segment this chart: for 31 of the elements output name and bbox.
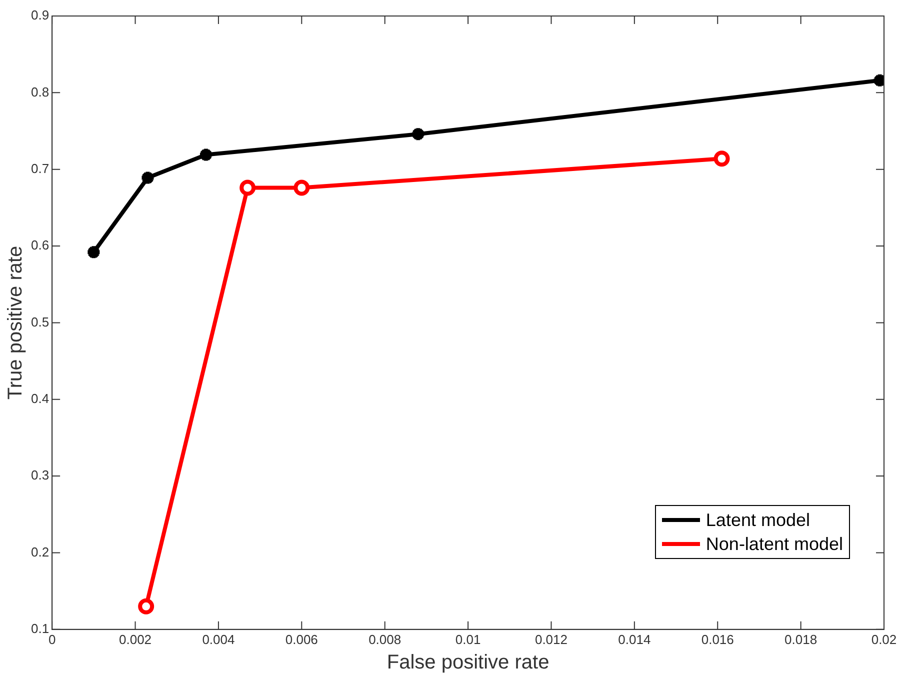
y-axis-title: True positive rate (4, 246, 27, 400)
x-tick-label: 0.004 (202, 632, 235, 647)
x-tick-label: 0.012 (534, 632, 568, 647)
legend-label: Latent model (706, 510, 810, 531)
point (240, 180, 256, 196)
legend-label: Non-latent model (706, 534, 843, 555)
y-tick-label: 0.8 (30, 84, 50, 100)
y-tick-label: 0.1 (30, 620, 50, 636)
point (198, 146, 214, 163)
point (140, 170, 156, 186)
point (410, 126, 426, 142)
y-tick-label: 0.4 (30, 390, 50, 406)
y-tick-label: 0.6 (30, 238, 50, 253)
point (294, 180, 310, 196)
x-tick-label: 0.018 (784, 632, 818, 647)
point (714, 150, 730, 167)
y-tick-label: 0.5 (30, 314, 50, 330)
point (138, 598, 154, 614)
y-tick-label: 0.9 (30, 8, 50, 23)
x-tick-label: 0.014 (618, 632, 651, 647)
y-tick-label: 0.2 (30, 544, 50, 560)
x-tick-label: 0 (48, 632, 56, 647)
x-axis-title: False positive rate (386, 652, 550, 674)
x-tick-label: 0.016 (701, 632, 734, 647)
x-tick-label: 0.006 (285, 632, 318, 647)
y-tick-label: 0.3 (30, 468, 50, 483)
x-tick-label: 0.008 (368, 632, 402, 647)
x-tick-label: 0.02 (871, 632, 897, 647)
y-tick-label: 0.7 (30, 160, 50, 176)
x-tick-label: 0.01 (455, 632, 481, 647)
x-tick-label: 0.002 (118, 632, 152, 647)
